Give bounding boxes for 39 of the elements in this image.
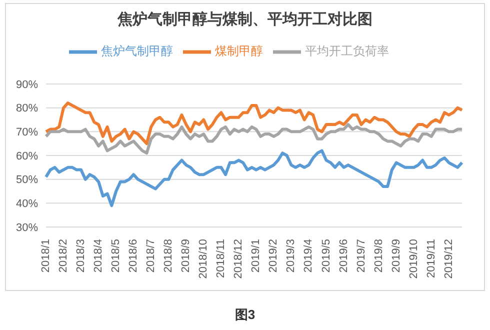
y-tick-label: 90% <box>16 78 38 91</box>
y-tick-label: 50% <box>16 174 38 186</box>
x-tick-label: 2018/5 <box>110 239 122 273</box>
line-series <box>44 102 464 146</box>
y-tick-label: 30% <box>16 222 38 234</box>
chart-title: 焦炉气制甲醇与煤制、平均开工对比图 <box>116 10 374 29</box>
x-tick-label: 2018/1 <box>40 239 52 273</box>
caption: 图3 <box>234 306 256 324</box>
x-tick-label: 2019/1 <box>250 239 262 273</box>
x-tick-label: 2019/12 <box>442 239 455 279</box>
x-tick-label: 2019/4 <box>302 239 315 273</box>
y-tick-label: 40% <box>16 198 38 210</box>
y-tick-label: 70% <box>16 126 38 139</box>
x-tick-label: 2018/8 <box>162 239 175 273</box>
legend-label: 煤制甲醇 <box>215 44 263 58</box>
x-tick-label: 2018/2 <box>58 239 70 273</box>
x-tick-label: 2018/6 <box>128 239 140 273</box>
x-tick-label: 2018/4 <box>92 239 105 273</box>
x-tick-label: 2018/10 <box>198 239 210 279</box>
x-tick-label: 2019/6 <box>338 239 350 273</box>
x-tick-label: 2018/3 <box>75 239 88 273</box>
x-tick-label: 2018/9 <box>180 239 192 273</box>
line-series <box>44 123 464 155</box>
x-tick-label: 2019/2 <box>268 239 280 273</box>
x-tick-label: 2019/11 <box>425 239 438 278</box>
x-tick-label: 2019/5 <box>320 239 332 273</box>
x-tick-label: 2019/8 <box>372 239 385 273</box>
y-tick-label: 80% <box>16 102 38 115</box>
legend-label: 焦炉气制甲醇 <box>101 44 173 58</box>
x-tick-label: 2018/12 <box>232 239 245 279</box>
x-tick-label: 2019/7 <box>355 239 368 273</box>
line-series <box>44 149 464 208</box>
legend-label: 平均开工负荷率 <box>305 44 389 58</box>
x-tick-label: 2019/9 <box>390 239 402 273</box>
x-tick-label: 2019/10 <box>408 239 420 279</box>
x-tick-label: 2018/7 <box>145 239 158 273</box>
x-tick-label: 2019/3 <box>285 239 298 273</box>
x-tick-label: 2018/11 <box>215 239 228 278</box>
y-tick-label: 60% <box>16 150 38 162</box>
